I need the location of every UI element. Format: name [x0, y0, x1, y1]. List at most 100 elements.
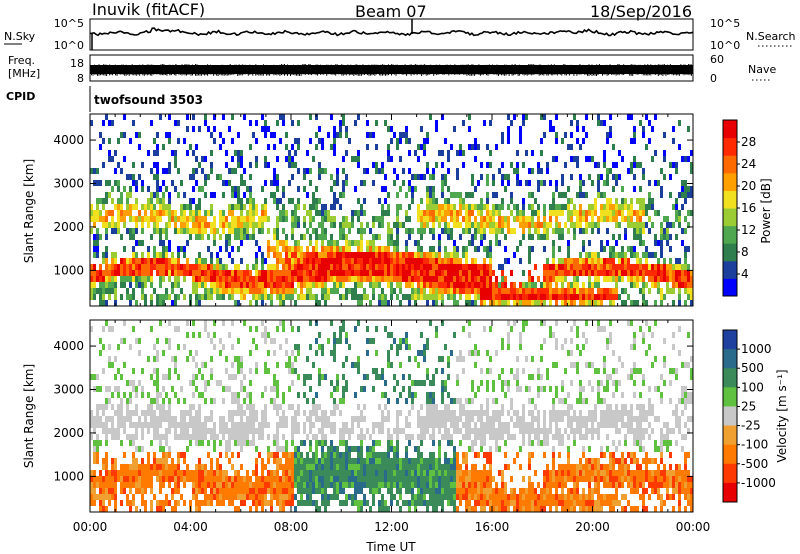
velocity-cell — [444, 422, 447, 428]
power-cell — [438, 270, 441, 276]
power-cell — [249, 300, 252, 306]
power-cell — [384, 276, 387, 282]
power-cell — [147, 150, 150, 156]
velocity-cell — [213, 398, 216, 404]
velocity-cell — [105, 506, 108, 512]
velocity-cell — [258, 422, 261, 428]
power-cell — [168, 192, 171, 198]
power-cell — [543, 216, 546, 222]
power-cell — [384, 174, 387, 180]
power-cell — [360, 222, 363, 228]
power-cell — [99, 132, 102, 138]
power-cell — [252, 276, 255, 282]
velocity-cell — [450, 458, 453, 464]
velocity-cell — [366, 482, 369, 488]
velocity-cell — [432, 494, 435, 500]
power-cell — [573, 294, 576, 300]
velocity-cell — [126, 476, 129, 482]
velocity-cell — [129, 440, 132, 446]
power-cell — [321, 168, 324, 174]
power-cell — [660, 300, 663, 306]
velocity-cell — [447, 356, 450, 362]
power-cell — [297, 246, 300, 252]
power-cell — [609, 300, 612, 306]
power-cell — [654, 276, 657, 282]
velocity-cell — [282, 422, 285, 428]
velocity-cell — [285, 440, 288, 446]
velocity-cell — [381, 452, 384, 458]
velocity-cell — [237, 488, 240, 494]
power-cell — [654, 282, 657, 288]
velocity-cell — [297, 404, 300, 410]
velocity-cell — [321, 350, 324, 356]
power-cell — [432, 300, 435, 306]
velocity-cell — [156, 434, 159, 440]
velocity-cell — [312, 464, 315, 470]
velocity-cell — [153, 494, 156, 500]
power-cell — [474, 228, 477, 234]
power-cell — [93, 234, 96, 240]
power-cell — [150, 210, 153, 216]
velocity-cell — [315, 404, 318, 410]
power-cell — [531, 288, 534, 294]
velocity-cell — [249, 476, 252, 482]
velocity-cell — [279, 344, 282, 350]
velocity-cell — [396, 422, 399, 428]
velocity-cell — [288, 452, 291, 458]
power-cell — [183, 276, 186, 282]
power-cell — [489, 258, 492, 264]
power-cell — [162, 270, 165, 276]
velocity-cell — [390, 446, 393, 452]
power-cell — [111, 228, 114, 234]
velocity-cell — [132, 326, 135, 332]
power-cell — [105, 216, 108, 222]
power-cell — [237, 222, 240, 228]
power-cell — [123, 276, 126, 282]
velocity-cell — [279, 494, 282, 500]
power-cell — [414, 252, 417, 258]
power-cell — [309, 282, 312, 288]
power-cell — [489, 276, 492, 282]
power-cell — [330, 186, 333, 192]
velocity-cell — [213, 494, 216, 500]
power-cell — [201, 258, 204, 264]
velocity-cell — [111, 464, 114, 470]
velocity-cell — [195, 428, 198, 434]
power-cell — [612, 258, 615, 264]
power-cell — [642, 132, 645, 138]
power-cell — [327, 210, 330, 216]
power-cell — [204, 282, 207, 288]
power-cell — [399, 282, 402, 288]
power-cell — [135, 228, 138, 234]
velocity-cell — [381, 500, 384, 506]
velocity-cell — [297, 428, 300, 434]
velocity-cell — [213, 428, 216, 434]
power-cell — [558, 270, 561, 276]
power-cell — [228, 210, 231, 216]
power-cell — [369, 252, 372, 258]
power-cell — [165, 186, 168, 192]
power-cell — [111, 282, 114, 288]
power-cell — [603, 156, 606, 162]
power-cell — [138, 258, 141, 264]
power-cell — [318, 198, 321, 204]
velocity-cell — [225, 488, 228, 494]
power-cell — [171, 270, 174, 276]
power-cell — [93, 222, 96, 228]
power-cell — [318, 174, 321, 180]
velocity-cell — [459, 476, 462, 482]
velocity-cell — [240, 362, 243, 368]
velocity-cell — [228, 428, 231, 434]
velocity-cell — [360, 440, 363, 446]
power-cell — [480, 174, 483, 180]
power-cell — [294, 300, 297, 306]
power-cell — [624, 216, 627, 222]
y-tick-label: 4000 — [53, 133, 84, 147]
power-cell — [312, 294, 315, 300]
velocity-cell — [246, 494, 249, 500]
power-cell — [591, 156, 594, 162]
power-cell — [351, 288, 354, 294]
power-cell — [384, 258, 387, 264]
velocity-cell — [198, 482, 201, 488]
power-cell — [462, 204, 465, 210]
